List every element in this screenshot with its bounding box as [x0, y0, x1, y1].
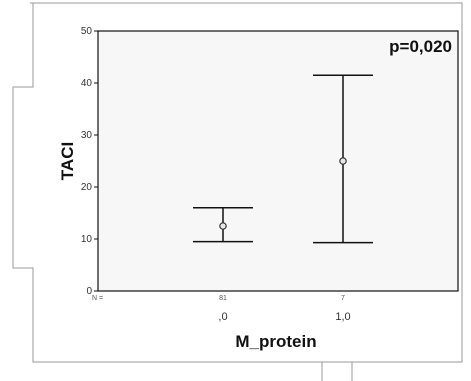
- y-tick-label: 40: [81, 78, 93, 89]
- x-tick-label: ,0: [218, 311, 227, 323]
- error-bar: [193, 207, 253, 243]
- mean-marker: [339, 157, 347, 165]
- y-axis: 0 10 20 30 40 50: [81, 26, 98, 297]
- x-count-label: 7: [341, 295, 345, 302]
- x-axis-title: M_protein: [235, 332, 316, 351]
- outer-frame: [12, 2, 463, 381]
- y-tick-label: 10: [81, 234, 93, 245]
- count-row-prefix: N =: [92, 295, 103, 302]
- y-tick-label: 50: [81, 26, 93, 37]
- plot-area: [97, 30, 459, 292]
- error-bars: [193, 74, 373, 244]
- y-axis-title: TACI: [58, 142, 77, 180]
- x-axis: N = 81 ,0 7 1,0: [92, 295, 351, 323]
- y-tick-label: 20: [81, 182, 93, 193]
- error-bar: [313, 74, 373, 244]
- mean-marker: [219, 222, 227, 230]
- x-tick-label: 1,0: [335, 311, 350, 323]
- y-tick-label: 30: [81, 130, 93, 141]
- x-count-label: 81: [219, 295, 227, 302]
- p-value-annotation: p=0,020: [389, 37, 452, 56]
- y-tick-label: 0: [86, 286, 92, 297]
